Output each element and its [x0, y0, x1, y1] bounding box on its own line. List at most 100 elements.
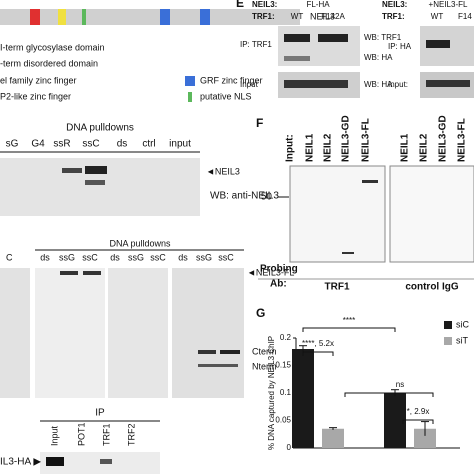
- blot: [108, 268, 168, 398]
- marker-label: 50: [261, 192, 273, 203]
- domain: [82, 9, 86, 25]
- legend-text: siC: [456, 319, 469, 329]
- lane-label: NEIL3-FL: [457, 118, 468, 162]
- band: [62, 168, 82, 173]
- blot: [172, 268, 244, 398]
- wb-label: WB: HA: [364, 53, 393, 62]
- band: [426, 40, 450, 48]
- y-tick-label: 0.05: [275, 416, 291, 425]
- label: Probing: [260, 264, 298, 275]
- lane-label: NEIL2: [323, 133, 334, 162]
- lane-label: POT1: [76, 422, 86, 446]
- lane-label: input: [169, 139, 191, 150]
- label: IP: TRF1: [240, 40, 272, 49]
- lane-label: NEIL2: [419, 133, 430, 162]
- label: NEIL3:: [382, 0, 407, 9]
- legend-swatch: [444, 337, 452, 345]
- legend-swatch: [188, 92, 192, 102]
- band: [85, 180, 105, 185]
- lane-label: NEIL3-FL: [361, 118, 372, 162]
- band-label: Nterm: [252, 361, 277, 371]
- lane-label: ssG: [128, 252, 144, 262]
- legend-text: I-term glycosylase domain: [0, 42, 105, 52]
- gel: [389, 165, 474, 263]
- lane-label: NEIL1: [305, 133, 316, 162]
- band-label: ◄NEIL3: [206, 166, 240, 176]
- lane-label: NEIL3-GD: [438, 115, 449, 162]
- band: [220, 350, 240, 354]
- significance-bracket: [302, 351, 334, 356]
- y-tick-label: 0: [287, 443, 292, 452]
- legend-text: siT: [456, 335, 468, 345]
- blot-title: DNA pulldowns: [109, 238, 171, 248]
- lane-label: Input:: [285, 134, 296, 162]
- domain: [58, 9, 66, 25]
- bar: [414, 428, 436, 448]
- panel-letter: G: [256, 306, 265, 320]
- legend-swatch: [185, 76, 195, 86]
- lane-label: NEIL1: [400, 133, 411, 162]
- label: Input:: [388, 80, 408, 89]
- lane-label: C: [6, 252, 13, 262]
- band: [46, 457, 64, 466]
- y-tick-label: 0.2: [280, 333, 292, 342]
- label: Ab:: [270, 279, 287, 290]
- band: [85, 166, 107, 174]
- significance-bracket: [344, 392, 434, 397]
- wb-label: WB: TRF1: [364, 33, 402, 42]
- lane-label: ssC: [150, 252, 166, 262]
- lane-label: ds: [40, 252, 50, 262]
- band: [198, 364, 238, 367]
- wb-label: WB: anti-NEIL3: [210, 191, 279, 202]
- y-axis-label: % DNA captured by NEIL3 ChIP: [267, 336, 276, 450]
- blot: [35, 268, 105, 398]
- bar: [292, 349, 314, 448]
- domain: [160, 9, 170, 25]
- bar: [384, 393, 406, 448]
- lane-label: TRF1: [101, 424, 111, 447]
- protein-name: NEIL3: [310, 11, 335, 21]
- protein-bar: [0, 9, 300, 25]
- legend-text: el family zinc finger: [0, 75, 77, 85]
- legend-text: P2-like zinc finger: [0, 91, 71, 101]
- y-tick-label: 0.15: [275, 361, 291, 370]
- panel-letter: E: [236, 0, 244, 10]
- band: [362, 180, 378, 183]
- domain-map: [0, 9, 300, 102]
- band: [342, 252, 354, 254]
- band: [100, 459, 112, 464]
- band-label: ◄NEIL3-FL: [247, 267, 294, 277]
- band-label: Cterm: [252, 346, 277, 356]
- y-tick-label: 0.1: [280, 388, 292, 397]
- band: [83, 271, 101, 275]
- band: [60, 271, 78, 275]
- band-label: IL3-HA ▶: [0, 457, 41, 468]
- annotation: ****: [343, 316, 355, 325]
- label: IP: HA: [388, 42, 412, 51]
- domain: [30, 9, 40, 25]
- label: Input: [240, 80, 259, 89]
- lane-label: NEIL3-GD: [341, 115, 352, 162]
- lane-label: ssC: [218, 252, 234, 262]
- lane-label: ds: [178, 252, 188, 262]
- bar: [322, 428, 344, 448]
- band: [198, 350, 216, 354]
- domain: [200, 9, 210, 25]
- significance-bracket: [402, 419, 434, 424]
- legend-swatch: [444, 321, 452, 329]
- band: [318, 34, 348, 42]
- label: FL-HA: [306, 0, 330, 9]
- lane-label: Input: [49, 425, 59, 446]
- annotation: *, 2.9x: [407, 407, 430, 416]
- legend-text: putative NLS: [200, 91, 252, 101]
- annotation: ****, 5.2x: [302, 339, 334, 348]
- antibody-label: control IgG: [405, 282, 459, 293]
- label: TRF1:: [382, 12, 405, 21]
- lane-label: TRF2: [126, 424, 136, 447]
- label: +NEIL3-FL: [429, 0, 468, 9]
- lane-label: sG: [6, 139, 19, 150]
- panel-letter: F: [256, 116, 263, 130]
- blot-title: DNA pulldowns: [66, 123, 134, 134]
- band: [284, 34, 310, 42]
